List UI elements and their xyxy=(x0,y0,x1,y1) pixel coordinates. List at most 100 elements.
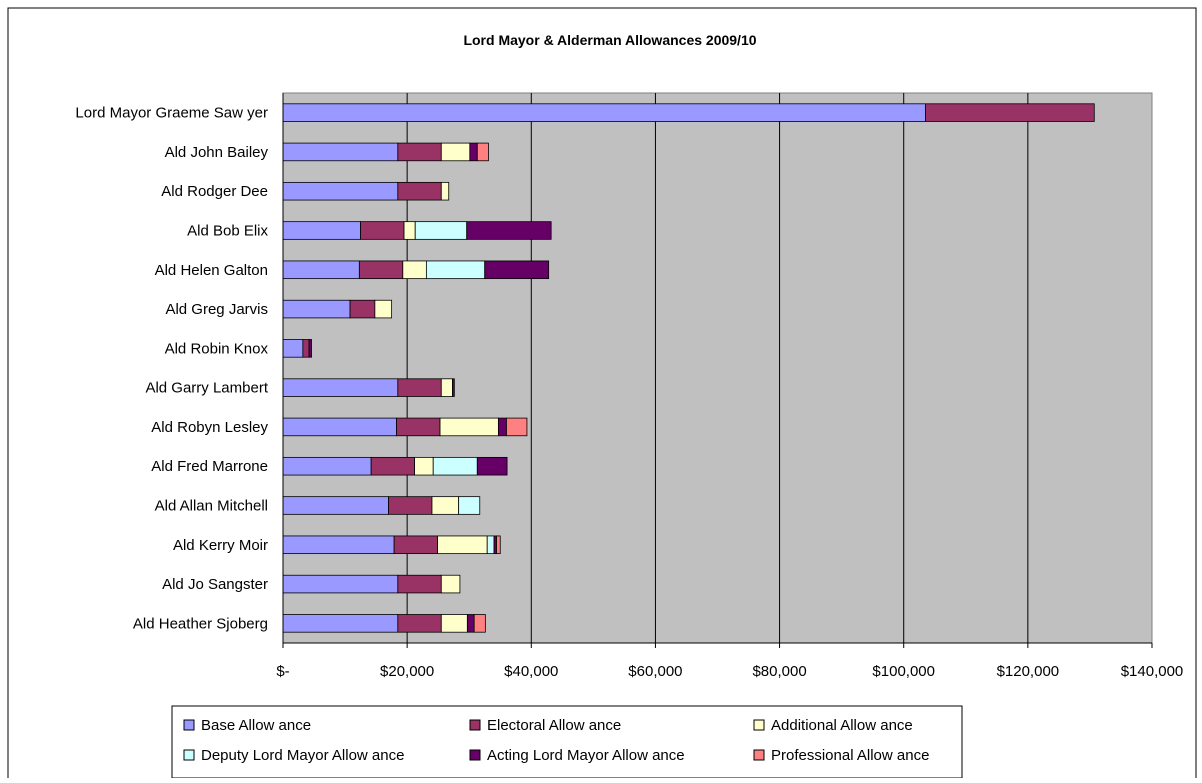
bar-segment xyxy=(440,142,471,162)
bar-segment xyxy=(414,221,468,240)
bar-segment xyxy=(397,574,442,594)
category-label: Ald Heather Sjoberg xyxy=(133,615,268,632)
bar-segment xyxy=(458,496,481,515)
bar-segment xyxy=(437,535,488,555)
bar-segment xyxy=(282,339,304,358)
bar-segment xyxy=(466,614,475,633)
bar-segment xyxy=(473,614,486,633)
bar-segment xyxy=(484,260,550,280)
bar-segment xyxy=(497,417,507,437)
bar-segment xyxy=(282,221,361,240)
bar-segment xyxy=(388,496,433,515)
category-label: Ald Helen Galton xyxy=(155,262,268,279)
bar-segment xyxy=(358,260,404,280)
bar-segment xyxy=(282,260,360,280)
bar-segment xyxy=(397,181,442,201)
x-tick-label: $140,000 xyxy=(1121,663,1184,680)
category-label: Ald Kerry Moir xyxy=(173,537,268,554)
bar-segment xyxy=(282,456,372,476)
legend-swatch xyxy=(753,749,765,761)
x-tick-label: $120,000 xyxy=(997,663,1060,680)
legend-label: Acting Lord Mayor Allow ance xyxy=(487,747,685,764)
bars xyxy=(282,103,1095,633)
bar-segment xyxy=(440,574,461,594)
bar-segment xyxy=(396,417,441,437)
x-tick-label: $100,000 xyxy=(872,663,935,680)
category-labels: Lord Mayor Graeme Saw yer Ald John Bailey… xyxy=(75,105,268,633)
bar-segment xyxy=(302,339,310,358)
x-tick-label: $60,000 xyxy=(628,663,682,680)
bar-segment xyxy=(440,614,468,633)
bar-segment xyxy=(432,456,478,476)
bar-segment xyxy=(393,535,438,555)
legend-swatch xyxy=(469,749,481,761)
bar-segment xyxy=(397,378,442,397)
axes xyxy=(282,93,1153,648)
x-tick-labels: $- $20,000 $40,000 $60,000 $80,000 $100,000 $1… xyxy=(276,663,1183,680)
x-tick-label: $20,000 xyxy=(380,663,434,680)
bar-segment xyxy=(414,456,434,476)
category-label: Ald Jo Sangster xyxy=(162,576,268,593)
legend-label: Additional Allow ance xyxy=(771,717,913,734)
bar-segment xyxy=(452,378,455,397)
bar-segment xyxy=(282,614,399,633)
bar-segment xyxy=(402,260,427,280)
category-label: Ald Greg Jarvis xyxy=(165,301,268,318)
bar-segment xyxy=(397,614,442,633)
bar-segment xyxy=(425,260,486,280)
chart-title: Lord Mayor & Alderman Allowances 2009/10 xyxy=(463,32,756,48)
bar-segment xyxy=(282,417,397,437)
bar-segment xyxy=(282,299,351,319)
category-label: Ald Allan Mitchell xyxy=(155,498,268,515)
legend-box xyxy=(171,705,963,779)
bar-segment xyxy=(397,142,442,162)
x-tick-label: $- xyxy=(276,663,289,680)
bar-segment xyxy=(282,378,399,397)
legend-swatch xyxy=(469,719,481,731)
category-label: Ald Rodger Dee xyxy=(161,183,268,200)
legend-swatch xyxy=(183,749,195,761)
bar-segment xyxy=(282,574,399,594)
legend-label: Deputy Lord Mayor Allow ance xyxy=(201,747,404,764)
category-label: Ald John Bailey xyxy=(165,144,269,161)
bar-segment xyxy=(431,496,460,515)
bar-segment xyxy=(439,417,499,437)
bar-segment xyxy=(496,535,501,555)
legend-swatch xyxy=(753,719,765,731)
category-label: Ald Bob Elix xyxy=(187,223,268,240)
bar-segment xyxy=(469,142,478,162)
category-label: Lord Mayor Graeme Saw yer xyxy=(75,105,268,122)
bar-segment xyxy=(440,181,450,201)
legend-label: Base Allow ance xyxy=(201,717,311,734)
bar-segment xyxy=(506,417,528,437)
legend-swatch xyxy=(183,719,195,731)
category-label: Ald Robyn Lesley xyxy=(151,419,268,436)
plot-area xyxy=(282,92,1153,644)
legend: Base Allow ance Electoral Allow ance Addit… xyxy=(171,705,963,779)
bar-segment xyxy=(282,142,399,162)
bar-segment xyxy=(370,456,415,476)
bar-segment xyxy=(282,103,926,122)
bar-segment xyxy=(466,221,552,240)
bar-segment xyxy=(308,339,312,358)
bar-segment xyxy=(374,299,393,319)
category-label: Ald Garry Lambert xyxy=(145,380,268,397)
bar-segment xyxy=(282,181,399,201)
category-label: Ald Fred Marrone xyxy=(151,458,268,475)
bar-segment xyxy=(476,456,508,476)
bar-segment xyxy=(486,535,495,555)
legend-label: Electoral Allow ance xyxy=(487,717,621,734)
x-tick-label: $40,000 xyxy=(504,663,558,680)
category-label: Ald Robin Knox xyxy=(165,340,269,357)
x-tick-label: $80,000 xyxy=(752,663,806,680)
bar-segment xyxy=(925,103,1095,122)
bar-segment xyxy=(440,378,453,397)
bar-segment xyxy=(349,299,376,319)
bar-segment xyxy=(403,221,416,240)
bar-segment xyxy=(282,535,395,555)
legend-label: Professional Allow ance xyxy=(771,747,929,764)
bar-segment xyxy=(360,221,405,240)
bar-segment xyxy=(282,496,389,515)
